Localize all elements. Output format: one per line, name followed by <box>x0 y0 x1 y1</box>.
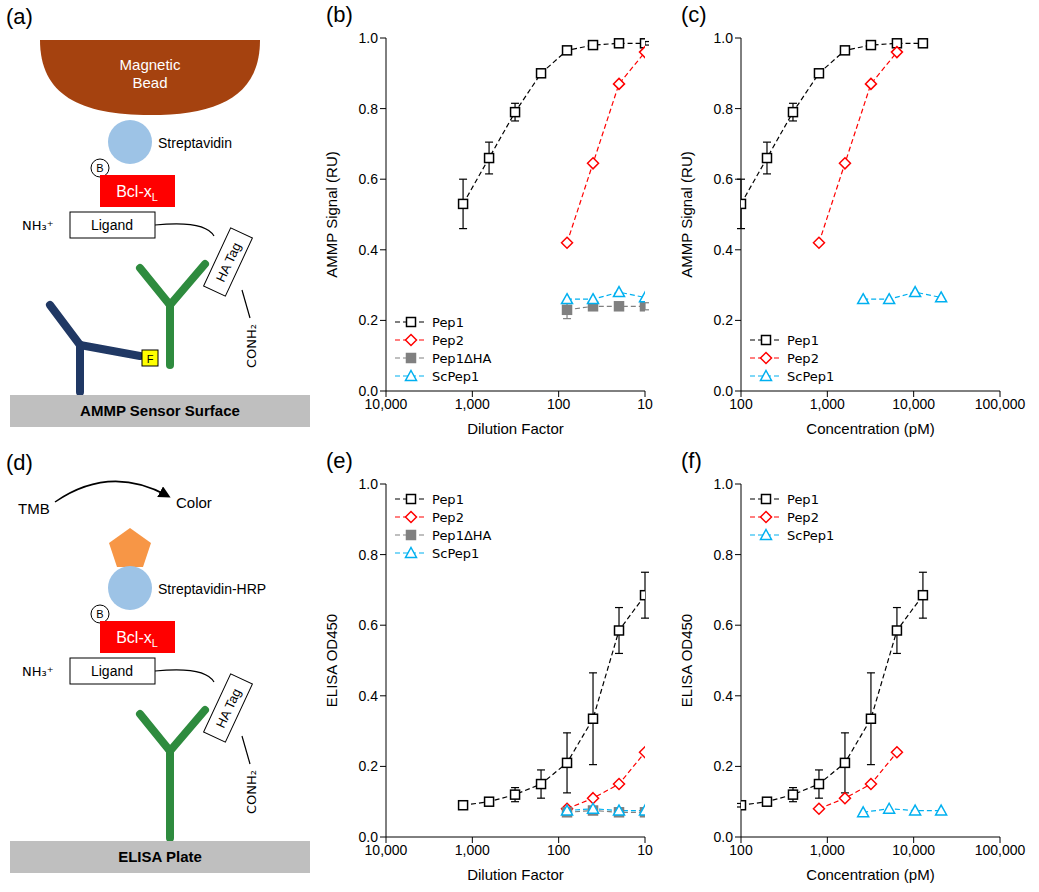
svg-text:1.0: 1.0 <box>714 30 734 46</box>
svg-text:10,000: 10,000 <box>892 842 935 858</box>
svg-text:0.0: 0.0 <box>714 383 734 399</box>
svg-text:100: 100 <box>547 842 571 858</box>
svg-text:AMMP Signal (RU): AMMP Signal (RU) <box>323 151 340 277</box>
svg-text:1.0: 1.0 <box>359 30 379 46</box>
svg-text:(d): (d) <box>6 450 33 475</box>
svg-text:Bcl-xL: Bcl-xL <box>116 629 158 649</box>
html-text:(c): (c) <box>681 2 707 27</box>
svg-text:0.8: 0.8 <box>714 547 734 563</box>
svg-text:(a): (a) <box>6 4 33 29</box>
svg-text:HA Tag: HA Tag <box>213 686 244 730</box>
svg-text:0.8: 0.8 <box>714 101 734 117</box>
svg-text:Bcl-xL: Bcl-xL <box>116 183 158 203</box>
svg-text:0.4: 0.4 <box>714 242 734 258</box>
html-text:Pep2: Pep2 <box>787 509 819 525</box>
svg-text:100,000: 100,000 <box>975 396 1026 412</box>
svg-text:CONH₂: CONH₂ <box>244 324 259 368</box>
html-text:(e): (e) <box>326 448 353 473</box>
svg-text:1.0: 1.0 <box>714 476 734 492</box>
html-text:ScPep1: ScPep1 <box>787 368 835 384</box>
html-text:Pep1: Pep1 <box>787 332 819 348</box>
html-text:(b): (b) <box>326 2 353 27</box>
html-text:ScPep1: ScPep1 <box>787 527 835 543</box>
svg-text:100: 100 <box>729 841 753 858</box>
svg-text:Ligand: Ligand <box>91 663 133 679</box>
svg-text:Dilution Factor: Dilution Factor <box>467 420 564 437</box>
html-text:Pep1ΔHA: Pep1ΔHA <box>432 527 492 543</box>
svg-text:Dilution Factor: Dilution Factor <box>467 866 564 883</box>
html-text:Pep2: Pep2 <box>432 509 464 525</box>
html-text:Pep1ΔHA: Pep1ΔHA <box>432 350 492 366</box>
svg-text:0.4: 0.4 <box>714 688 734 704</box>
svg-text:10,000: 10,000 <box>364 841 408 858</box>
svg-text:0.2: 0.2 <box>714 312 734 328</box>
svg-text:B: B <box>96 162 103 174</box>
svg-text:10: 10 <box>637 396 653 412</box>
svg-text:1,000: 1,000 <box>455 396 490 412</box>
svg-text:AMMP Sensor Surface: AMMP Sensor Surface <box>80 402 240 419</box>
html-text:Pep2: Pep2 <box>787 350 819 366</box>
svg-text:MagneticBead: MagneticBead <box>120 56 181 91</box>
svg-text:0.6: 0.6 <box>714 617 734 633</box>
svg-text:ELISA OD450: ELISA OD450 <box>678 614 695 707</box>
svg-text:Concentration (pM): Concentration (pM) <box>806 420 934 437</box>
html-text:ScPep1: ScPep1 <box>432 545 480 561</box>
svg-text:0.6: 0.6 <box>359 617 379 633</box>
svg-text:B: B <box>96 608 103 620</box>
svg-text:0.4: 0.4 <box>359 242 379 258</box>
svg-text:AMMP Signal (RU): AMMP Signal (RU) <box>678 151 695 277</box>
svg-text:0.2: 0.2 <box>359 312 379 328</box>
svg-text:1,000: 1,000 <box>810 842 845 858</box>
svg-text:Color: Color <box>176 494 212 511</box>
svg-text:0.8: 0.8 <box>359 547 379 563</box>
svg-text:NH₃⁺: NH₃⁺ <box>22 664 54 679</box>
html-text:Pep1: Pep1 <box>432 491 464 507</box>
svg-text:0.8: 0.8 <box>359 101 379 117</box>
svg-text:ELISA Plate: ELISA Plate <box>118 848 202 865</box>
svg-text:ELISA OD450: ELISA OD450 <box>323 614 340 707</box>
svg-text:100: 100 <box>547 396 571 412</box>
svg-text:0.2: 0.2 <box>714 758 734 774</box>
svg-text:CONH₂: CONH₂ <box>244 770 259 814</box>
svg-text:0.4: 0.4 <box>359 688 379 704</box>
svg-text:NH₃⁺: NH₃⁺ <box>22 218 54 233</box>
svg-text:F: F <box>147 353 154 365</box>
html-text:Pep2: Pep2 <box>432 332 464 348</box>
svg-text:1,000: 1,000 <box>455 842 490 858</box>
svg-text:Streptavidin: Streptavidin <box>158 135 232 151</box>
svg-text:0.0: 0.0 <box>359 829 379 845</box>
html-text:Pep1: Pep1 <box>787 491 819 507</box>
svg-text:0.6: 0.6 <box>714 171 734 187</box>
svg-text:100: 100 <box>729 395 753 412</box>
html-text:Pep1: Pep1 <box>432 314 464 330</box>
svg-text:0.0: 0.0 <box>714 829 734 845</box>
svg-text:1,000: 1,000 <box>810 396 845 412</box>
html-text:ScPep1: ScPep1 <box>432 368 480 384</box>
svg-text:HA Tag: HA Tag <box>213 240 244 284</box>
svg-text:10,000: 10,000 <box>892 396 935 412</box>
svg-text:100,000: 100,000 <box>975 842 1026 858</box>
svg-text:1.0: 1.0 <box>359 476 379 492</box>
svg-text:10,000: 10,000 <box>364 395 408 412</box>
svg-text:Streptavidin-HRP: Streptavidin-HRP <box>158 581 266 597</box>
svg-text:Concentration (pM): Concentration (pM) <box>806 866 934 883</box>
svg-text:TMB: TMB <box>18 500 50 517</box>
svg-text:0.0: 0.0 <box>359 383 379 399</box>
svg-text:Ligand: Ligand <box>91 217 133 233</box>
svg-text:0.2: 0.2 <box>359 758 379 774</box>
svg-text:0.6: 0.6 <box>359 171 379 187</box>
svg-text:10: 10 <box>637 842 653 858</box>
html-text:(f): (f) <box>681 448 702 473</box>
